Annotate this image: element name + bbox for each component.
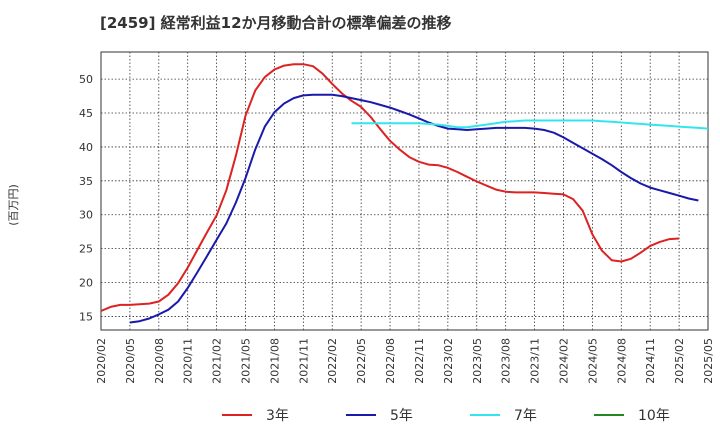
x-tick-label: 2023/08 xyxy=(500,338,513,384)
x-tick-label: 2023/02 xyxy=(442,338,455,384)
x-tick-label: 2021/08 xyxy=(268,338,281,384)
y-axis-label: (百万円) xyxy=(7,184,20,226)
x-tick-label: 2020/11 xyxy=(182,338,195,384)
x-tick-label: 2021/02 xyxy=(211,338,224,384)
legend-label: 5年 xyxy=(390,408,413,424)
legend: 3年 5年 7年 10年 xyxy=(222,408,670,424)
x-axis-ticks: 2020/02 2020/05 2020/08 2020/11 2021/02 2021/… xyxy=(95,338,715,384)
y-tick-label: 20 xyxy=(79,277,93,290)
x-tick-label: 2024/05 xyxy=(586,338,599,384)
series-line xyxy=(100,63,680,312)
x-tick-label: 2021/11 xyxy=(297,338,310,384)
series-lines xyxy=(100,63,709,324)
x-tick-label: 2024/02 xyxy=(557,338,570,384)
series-line xyxy=(351,119,709,130)
x-tick-label: 2022/08 xyxy=(384,338,397,384)
legend-label: 7年 xyxy=(514,408,537,424)
legend-label: 3年 xyxy=(266,408,289,424)
x-tick-label: 2023/11 xyxy=(529,338,542,384)
series-line xyxy=(129,93,699,324)
x-tick-label: 2021/05 xyxy=(240,338,253,384)
x-tick-label: 2023/05 xyxy=(471,338,484,384)
chart-title: [2459] 経常利益12か月移動合計の標準偏差の推移 xyxy=(100,14,452,32)
y-tick-label: 40 xyxy=(79,141,93,154)
y-tick-label: 35 xyxy=(79,175,93,188)
y-tick-label: 50 xyxy=(79,73,93,86)
plot-area xyxy=(100,51,709,331)
grid-lines xyxy=(101,52,708,330)
x-tick-label: 2022/05 xyxy=(355,338,368,384)
y-axis-ticks: 15 20 25 30 35 40 45 50 xyxy=(79,73,93,323)
x-tick-label: 2025/05 xyxy=(702,338,715,384)
y-tick-label: 25 xyxy=(79,243,93,256)
x-tick-label: 2024/08 xyxy=(615,338,628,384)
x-tick-label: 2022/02 xyxy=(326,338,339,384)
y-tick-label: 15 xyxy=(79,310,93,323)
x-tick-label: 2025/02 xyxy=(673,338,686,384)
x-tick-label: 2020/02 xyxy=(95,338,108,384)
x-tick-label: 2024/11 xyxy=(644,338,657,384)
x-tick-label: 2020/08 xyxy=(153,338,166,384)
x-tick-label: 2020/05 xyxy=(124,338,137,384)
y-tick-label: 45 xyxy=(79,107,93,120)
y-tick-label: 30 xyxy=(79,209,93,222)
legend-label: 10年 xyxy=(638,408,670,424)
x-tick-label: 2022/11 xyxy=(413,338,426,384)
